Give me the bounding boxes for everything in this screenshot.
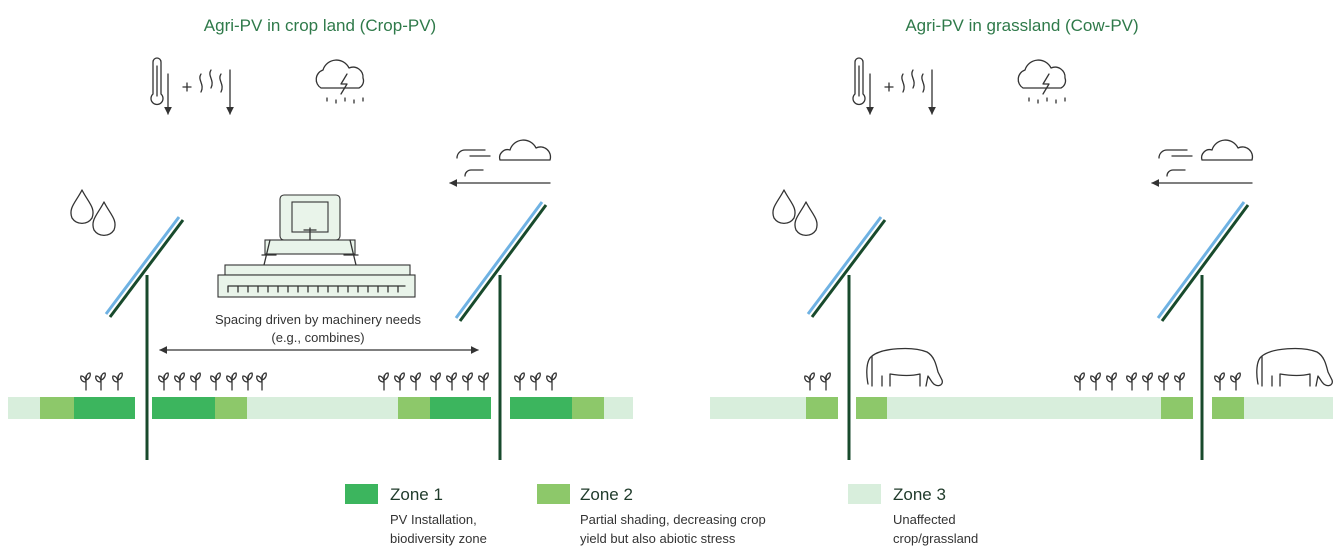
pv-installation-part [1156, 201, 1246, 319]
cows-part [866, 347, 943, 387]
ground-strip [8, 397, 1333, 419]
cows [866, 347, 1333, 387]
legend-desc: crop/grassland [893, 531, 978, 546]
pv-installation-part [108, 219, 185, 318]
plants-part [1214, 372, 1225, 391]
legend-name: Zone 3 [893, 485, 946, 504]
plants-part [530, 372, 541, 391]
legend-desc: Partial shading, decreasing crop [580, 512, 766, 527]
ground-strip-part [74, 397, 135, 419]
plants-part [1174, 372, 1185, 391]
plants-part [174, 372, 185, 391]
pv-installation-part [458, 204, 548, 322]
legend: Zone 1 PV Installation, biodiversity zon… [345, 484, 978, 546]
plants-part [210, 372, 221, 391]
plants-part [80, 372, 91, 391]
pv-installation-part [1160, 204, 1250, 322]
plants-part [394, 372, 405, 391]
harvester-part [227, 285, 406, 293]
legend-desc: PV Installation, [390, 512, 477, 527]
ground-strip-part [856, 397, 887, 419]
plants-part [190, 372, 201, 391]
weather-icons [70, 58, 1253, 237]
plants-part [462, 372, 473, 391]
plants-part [514, 372, 525, 391]
plants-part [478, 372, 489, 391]
plants-part [242, 372, 253, 391]
spacing-label: Spacing driven by machinery needs [215, 312, 421, 327]
ground-strip-part [430, 397, 491, 419]
plants-part [226, 372, 237, 391]
plants-part [446, 372, 457, 391]
ground-strip-part [1161, 397, 1193, 419]
weather-icons-part [151, 58, 364, 114]
plants-part [1126, 372, 1137, 391]
plants-part [820, 372, 831, 391]
pv-installation [104, 201, 1250, 460]
plants-part [1230, 372, 1241, 391]
harvester [217, 194, 416, 298]
plants-part [158, 372, 169, 391]
legend-swatch [848, 484, 881, 504]
plants-part [95, 372, 106, 391]
weather-icons-part [1152, 140, 1252, 183]
legend-name: Zone 2 [580, 485, 633, 504]
legend-desc: Unaffected [893, 512, 956, 527]
ground-strip-part [135, 397, 152, 419]
weather-icons-part [70, 189, 116, 237]
ground-strip-part [40, 397, 74, 419]
cows-part [1256, 347, 1333, 387]
plants-part [1074, 372, 1085, 391]
pv-installation-part [104, 216, 181, 315]
plants-part [430, 372, 441, 391]
ground-strip-part [398, 397, 430, 419]
ground-strip-part [152, 397, 215, 419]
plants [80, 372, 1241, 391]
harvester-part [303, 227, 317, 241]
plants-part [256, 372, 267, 391]
spacing-label: (e.g., combines) [271, 330, 364, 345]
plants-part [804, 372, 815, 391]
plants-part [112, 372, 123, 391]
harvester-part [264, 239, 356, 255]
ground-strip-part [215, 397, 247, 419]
harvester-part [261, 239, 359, 266]
legend-swatch [345, 484, 378, 504]
plants-part [1158, 372, 1169, 391]
legend-swatch [537, 484, 570, 504]
ground-strip-part [806, 397, 838, 419]
ground-strip-part [572, 397, 604, 419]
legend-name: Zone 1 [390, 485, 443, 504]
plants-part [546, 372, 557, 391]
ground-strip-part [510, 397, 572, 419]
ground-strip-part [838, 397, 856, 419]
pv-installation-part [810, 219, 887, 318]
legend-desc: biodiversity zone [390, 531, 487, 546]
plants-part [1090, 372, 1101, 391]
weather-icons-part [853, 58, 1066, 114]
legend-desc: yield but also abiotic stress [580, 531, 736, 546]
plants-part [410, 372, 421, 391]
harvester-part [291, 201, 329, 233]
weather-icons-part [450, 140, 550, 183]
plants-part [1106, 372, 1117, 391]
plants-part [1142, 372, 1153, 391]
panel-title: Agri-PV in grassland (Cow-PV) [905, 16, 1138, 35]
plants-part [378, 372, 389, 391]
pv-installation-part [806, 216, 883, 315]
harvester-part [224, 264, 411, 276]
weather-icons-part [772, 189, 818, 237]
panel-title: Agri-PV in crop land (Crop-PV) [204, 16, 436, 35]
ground-strip-part [1212, 397, 1244, 419]
pv-installation-part [454, 201, 544, 319]
